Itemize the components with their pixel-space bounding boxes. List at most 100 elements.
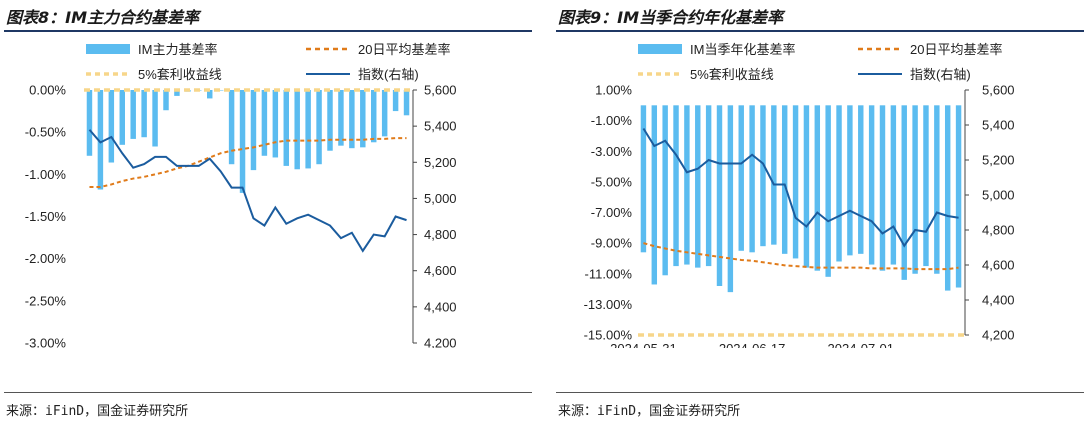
y-tick-left: -3.00% — [25, 336, 67, 349]
x-tick: 2024-05-31 — [610, 341, 677, 348]
bar — [944, 105, 951, 291]
y-tick-right: 4,600 — [424, 263, 457, 278]
bar — [283, 90, 289, 166]
y-tick-right: 4,600 — [982, 258, 1015, 273]
y-tick-right: 5,200 — [982, 153, 1015, 168]
bar — [152, 90, 158, 147]
bar — [749, 105, 755, 253]
bar — [771, 105, 777, 245]
y-tick-left: 0.00% — [29, 83, 66, 98]
legend-label-ma: 20日平均基差率 — [358, 42, 450, 57]
y-tick-left: -1.00% — [25, 167, 67, 182]
index-line — [88, 129, 407, 253]
y-tick-left: -7.00% — [591, 205, 633, 220]
bar — [640, 105, 647, 253]
bar — [934, 105, 940, 274]
bar — [858, 105, 864, 254]
bar — [327, 90, 333, 151]
bar — [738, 105, 744, 251]
bar — [814, 105, 821, 271]
figure-9-panel: 图表9：IM当季合约年化基差率 IM当季年化基差率 20日平均基差率 5%套利收益线… — [556, 0, 1084, 421]
bar — [338, 90, 344, 146]
bar — [662, 105, 668, 276]
bar — [349, 90, 355, 149]
y-tick-right: 4,200 — [424, 336, 457, 349]
bar — [847, 105, 853, 256]
bar — [392, 90, 399, 112]
y-tick-left: -3.00% — [591, 144, 633, 159]
bar — [727, 105, 734, 293]
bar — [836, 105, 842, 262]
bar — [119, 90, 125, 145]
figure-8-chart: IM主力基差率 20日平均基差率 5%套利收益线 指数(右轴) 0.00% -0.50% -… — [25, 42, 457, 349]
figure-9-chart: IM当季年化基差率 20日平均基差率 5%套利收益线 指数(右轴) 1.00% -1.00… — [584, 42, 1015, 348]
legend-swatch-bar — [638, 44, 682, 54]
index-line — [642, 127, 959, 248]
figure-8-title: 图表8：IM主力合约基差率 — [6, 8, 200, 27]
bar — [97, 90, 104, 190]
y-tick-right: 5,600 — [982, 83, 1015, 98]
y-tick-right: 5,400 — [424, 119, 457, 134]
y-tick-left: -5.00% — [591, 174, 633, 189]
legend-label-index: 指数(右轴) — [358, 67, 419, 82]
y-tick-left: -9.00% — [591, 236, 633, 251]
y-tick-left: -1.50% — [25, 209, 67, 224]
bar — [890, 105, 897, 265]
bar — [174, 90, 180, 96]
bar — [261, 90, 268, 156]
bar — [912, 105, 918, 274]
bar — [360, 90, 366, 148]
bar — [141, 90, 147, 138]
figure-8-panel: 图表8：IM主力合约基差率 IM主力基差率 20日平均基差率 5%套利收益线 指数(右… — [4, 0, 532, 421]
ma-line — [89, 137, 407, 188]
bar — [239, 90, 246, 193]
title-rule — [556, 30, 1084, 32]
bar — [923, 105, 929, 267]
bottom-rule — [556, 392, 1084, 393]
ma-line — [643, 242, 959, 271]
y-tick-left: -2.50% — [25, 293, 67, 308]
bar — [228, 90, 235, 165]
figure-9-title: 图表9：IM当季合约年化基差率 — [558, 8, 784, 27]
x-tick: 2024-06-17 — [719, 341, 786, 348]
y-tick-right: 5,000 — [424, 191, 457, 206]
bar — [217, 90, 224, 91]
bar — [673, 105, 679, 267]
x-tick: 2024-07-01 — [828, 341, 895, 348]
y-tick-left: -15.00% — [584, 328, 633, 343]
y-tick-left: -0.50% — [25, 125, 67, 140]
figure-9-source: 来源：iFinD，国金证券研究所 — [558, 404, 741, 419]
legend-label-arb: 5%套利收益线 — [690, 67, 774, 82]
legend-label-ma: 20日平均基差率 — [910, 42, 1002, 57]
bar — [130, 90, 136, 139]
bar — [163, 90, 169, 111]
bar — [403, 90, 410, 116]
bar — [716, 105, 723, 286]
bar — [803, 105, 810, 268]
legend-label-bar: IM当季年化基差率 — [690, 42, 795, 57]
legend-swatch-bar — [86, 44, 130, 54]
y-tick-right: 5,600 — [424, 83, 457, 98]
y-tick-right: 4,800 — [982, 223, 1015, 238]
bar — [760, 105, 766, 247]
y-tick-left: -13.00% — [584, 297, 633, 312]
bar — [868, 105, 875, 265]
bar — [316, 90, 322, 165]
y-tick-left: -2.00% — [25, 251, 67, 266]
y-tick-right: 4,200 — [982, 328, 1015, 343]
bar — [825, 105, 831, 277]
y-tick-right: 4,400 — [424, 299, 457, 314]
bar — [705, 105, 712, 267]
bar — [250, 90, 257, 171]
y-tick-right: 5,200 — [424, 155, 457, 170]
title-rule — [4, 30, 532, 32]
y-tick-left: -11.00% — [585, 266, 633, 281]
figure-8-source: 来源：iFinD，国金证券研究所 — [6, 404, 189, 419]
legend-label-arb: 5%套利收益线 — [138, 67, 222, 82]
bottom-rule — [4, 392, 532, 393]
bar — [305, 90, 311, 169]
y-tick-right: 4,400 — [982, 293, 1015, 308]
bar — [955, 105, 962, 288]
y-tick-right: 4,800 — [424, 227, 457, 242]
y-tick-left: -1.00% — [591, 113, 633, 128]
